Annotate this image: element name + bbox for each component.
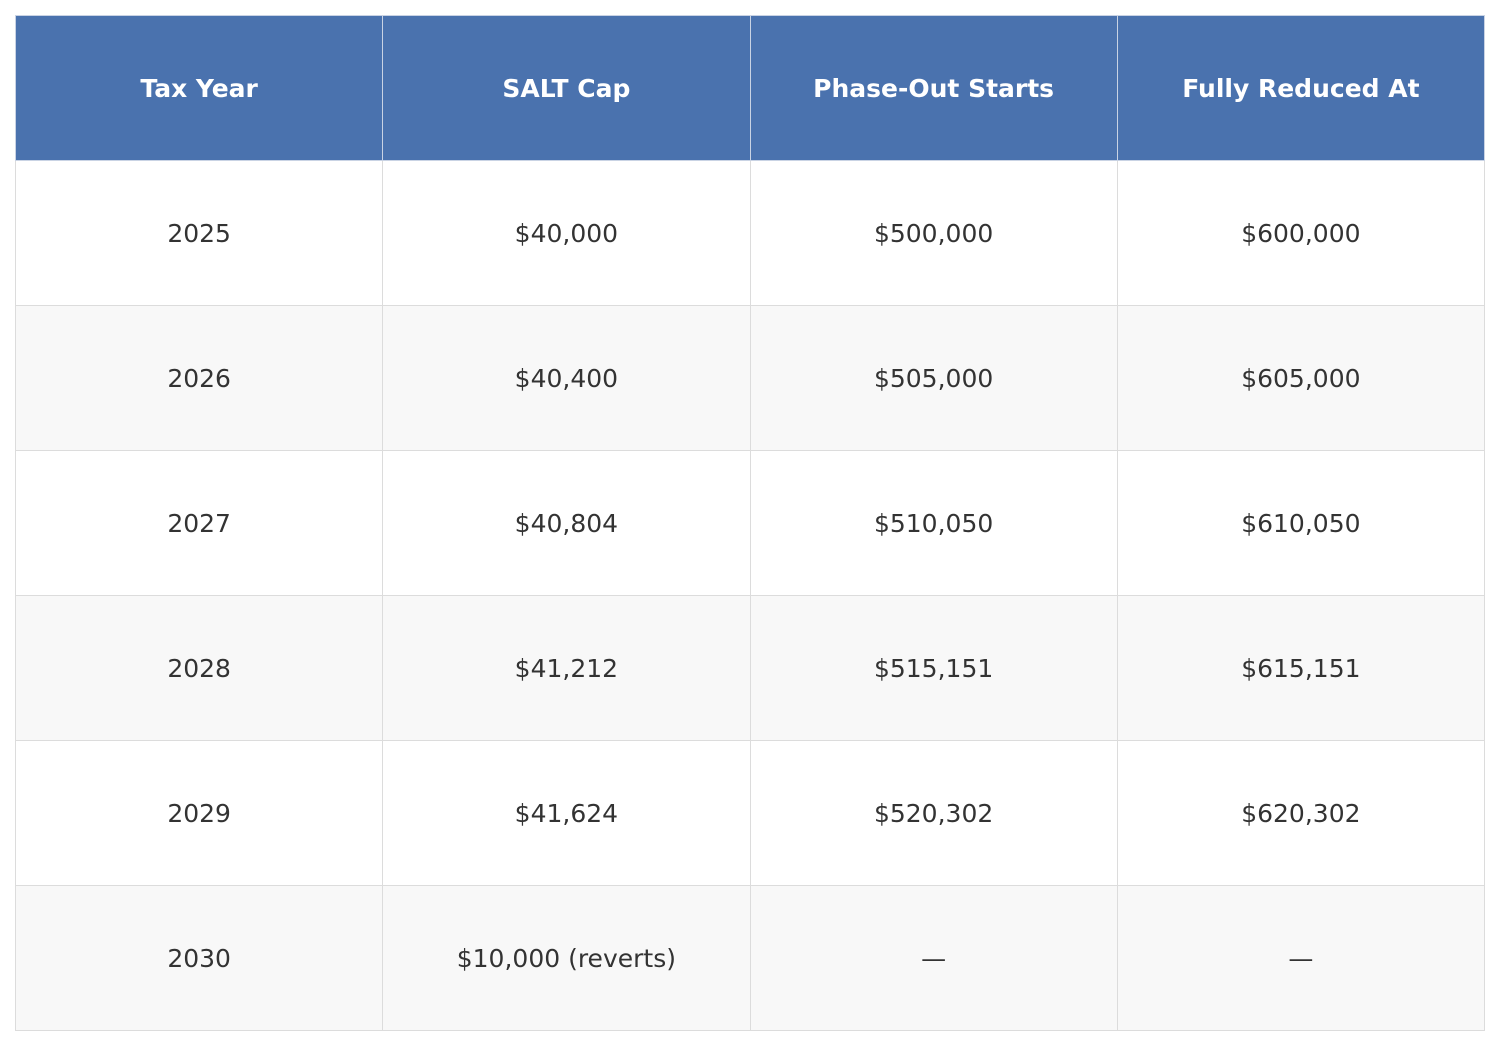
header-cell: Tax Year bbox=[14, 15, 384, 161]
header-cell: SALT Cap bbox=[382, 15, 751, 161]
table-cell: $505,000 bbox=[749, 305, 1118, 451]
table-cell: $615,151 bbox=[1116, 595, 1486, 741]
table-cell: $40,000 bbox=[382, 160, 751, 306]
table-body: 2025 $40,000 $500,000 $600,000 2026 $40,400 $5… bbox=[14, 160, 1486, 1031]
table-header: Tax Year SALT Cap Phase-Out Starts Fully Re… bbox=[14, 15, 1486, 161]
salt-table: Tax Year SALT Cap Phase-Out Starts Fully Re… bbox=[14, 15, 1486, 1031]
table-cell: 2029 bbox=[14, 740, 384, 886]
table-row: 2025 $40,000 $500,000 $600,000 bbox=[14, 160, 1486, 306]
table-cell: 2026 bbox=[14, 305, 384, 451]
table-cell: $40,804 bbox=[382, 450, 751, 596]
header-row: Tax Year SALT Cap Phase-Out Starts Fully Re… bbox=[14, 15, 1486, 161]
table-cell: $41,624 bbox=[382, 740, 751, 886]
table-cell: 2030 bbox=[14, 885, 384, 1031]
table-cell: $515,151 bbox=[749, 595, 1118, 741]
header-cell: Fully Reduced At bbox=[1116, 15, 1486, 161]
table-cell: $41,212 bbox=[382, 595, 751, 741]
table-cell: $610,050 bbox=[1116, 450, 1486, 596]
table-cell: $510,050 bbox=[749, 450, 1118, 596]
header-cell: Phase-Out Starts bbox=[749, 15, 1118, 161]
table-cell: — bbox=[1116, 885, 1486, 1031]
table-row: 2030 $10,000 (reverts) — — bbox=[14, 885, 1486, 1031]
table-cell: $10,000 (reverts) bbox=[382, 885, 751, 1031]
table-cell: $620,302 bbox=[1116, 740, 1486, 886]
table-cell: 2027 bbox=[14, 450, 384, 596]
table-cell: $605,000 bbox=[1116, 305, 1486, 451]
table-row: 2026 $40,400 $505,000 $605,000 bbox=[14, 305, 1486, 451]
table-cell: $40,400 bbox=[382, 305, 751, 451]
table-row: 2029 $41,624 $520,302 $620,302 bbox=[14, 740, 1486, 886]
table-cell: — bbox=[749, 885, 1118, 1031]
table-cell: $600,000 bbox=[1116, 160, 1486, 306]
table-row: 2028 $41,212 $515,151 $615,151 bbox=[14, 595, 1486, 741]
table-cell: 2028 bbox=[14, 595, 384, 741]
table-row: 2027 $40,804 $510,050 $610,050 bbox=[14, 450, 1486, 596]
table-cell: 2025 bbox=[14, 160, 384, 306]
table-cell: $520,302 bbox=[749, 740, 1118, 886]
table-cell: $500,000 bbox=[749, 160, 1118, 306]
